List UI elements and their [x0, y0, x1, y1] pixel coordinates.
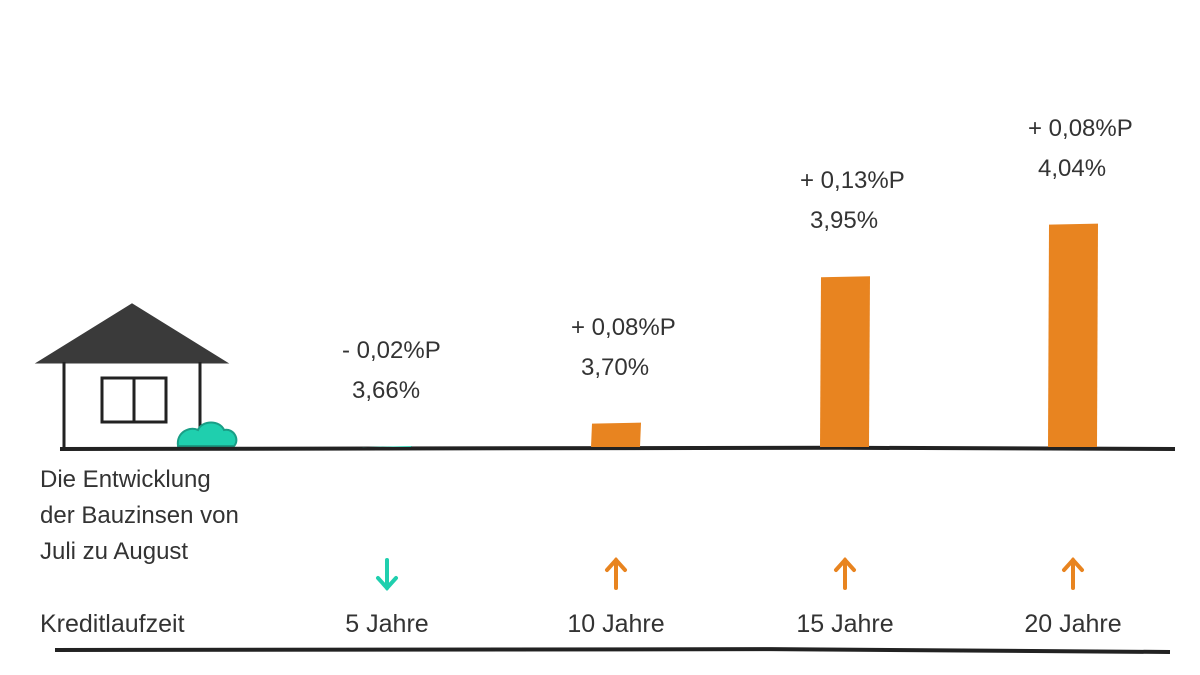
description-line-1: Die Entwicklung: [40, 466, 211, 493]
category-label-1: 5 Jahre: [345, 610, 429, 638]
bar-1: [362, 446, 412, 448]
arrows: [376, 557, 1084, 591]
change-label-1: - 0,02%P: [342, 337, 441, 365]
change-label-3: + 0,13%P: [800, 167, 905, 195]
value-label-2: 3,70%: [581, 353, 650, 381]
category-label-4: 20 Jahre: [1024, 610, 1122, 638]
category-label-3: 15 Jahre: [796, 610, 894, 638]
house-icon: [34, 303, 238, 448]
arrow-down-icon: [376, 558, 398, 591]
change-label-4: + 0,08%P: [1028, 114, 1133, 142]
bar-4: [1048, 223, 1098, 447]
category-label-2: 10 Jahre: [567, 610, 665, 638]
bar-2: [591, 422, 641, 447]
value-label-1: 3,66%: [352, 377, 421, 405]
baseline: [59, 445, 1176, 451]
bar-3: [820, 276, 870, 447]
bars: [362, 223, 1098, 448]
description-line-2: der Bauzinsen von: [40, 502, 239, 529]
arrow-up-icon: [1062, 557, 1084, 590]
arrow-up-icon: [605, 557, 627, 590]
value-label-3: 3,95%: [810, 207, 879, 235]
value-label-4: 4,04%: [1038, 154, 1107, 182]
bottom-divider: [54, 646, 1171, 654]
description-line-3: Juli zu August: [40, 538, 189, 565]
arrow-up-icon: [834, 557, 856, 590]
axis-label: Kreditlaufzeit: [40, 610, 185, 638]
change-label-2: + 0,08%P: [571, 313, 676, 341]
